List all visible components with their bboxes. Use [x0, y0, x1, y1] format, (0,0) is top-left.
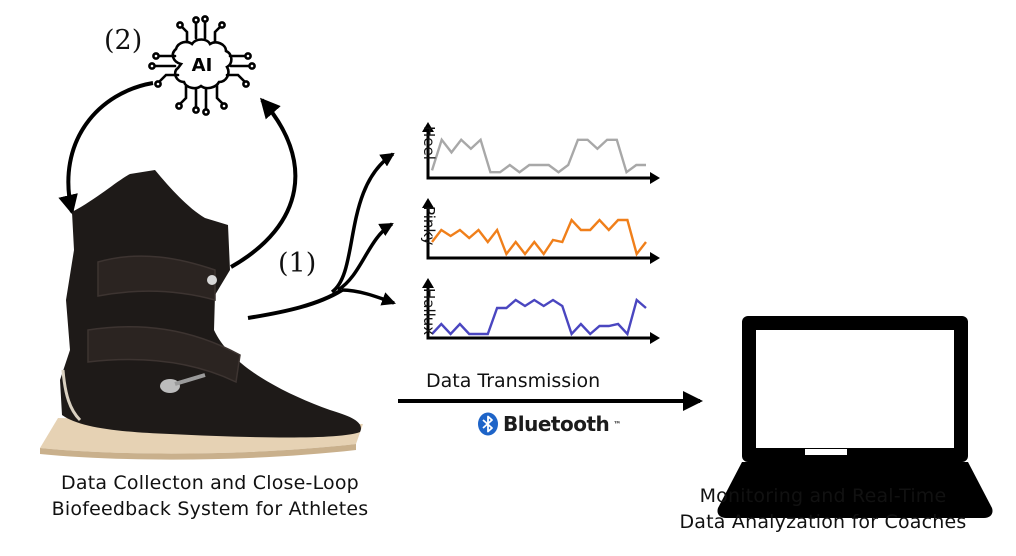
boot-caption-line2: Biofeedback System for Athletes: [51, 498, 369, 520]
heel-x-arrowhead: [650, 172, 660, 184]
chart-label-pinky: Pinky: [420, 206, 438, 246]
arrow-boot-to-ai: [230, 97, 298, 269]
pinky-signal-line: [431, 217, 647, 257]
hallux-x-arrowhead: [650, 332, 660, 344]
arrow-to-pinky-chart: [337, 222, 394, 292]
ai-chip-icon: [148, 15, 256, 116]
hallux-y-arrowhead: [422, 278, 434, 288]
pinky-x-arrowhead: [650, 252, 660, 264]
bluetooth-logo: Bluetooth ™: [477, 412, 621, 436]
boot-caption: Data Collecton and Close-Loop Biofeedbac…: [0, 470, 420, 522]
laptop-caption: Monitoring and Real-Time Data Analyzatio…: [630, 483, 1016, 535]
laptop-caption-line1: Monitoring and Real-Time: [699, 485, 947, 507]
bluetooth-wordmark: Bluetooth: [503, 412, 610, 436]
arrow-to-heel-chart: [330, 152, 395, 294]
bluetooth-icon: [478, 412, 498, 436]
heel-y-arrowhead: [422, 122, 434, 132]
sensor-charts: [422, 122, 660, 344]
step-ai-label: (2): [104, 25, 143, 56]
smart-boot-illustration: [40, 170, 363, 460]
pinky-axes: [426, 206, 654, 260]
boot-caption-line1: Data Collecton and Close-Loop: [61, 472, 359, 494]
laptop-icon: [717, 316, 993, 518]
bluetooth-trademark: ™: [613, 419, 621, 429]
hallux-axes: [426, 286, 654, 340]
transmission-label: Data Transmission: [426, 370, 601, 392]
hallux-signal-line: [431, 297, 647, 337]
arrow-branch-main: [247, 288, 344, 320]
pinky-y-arrowhead: [422, 198, 434, 208]
chart-label-heel: Heel: [420, 126, 438, 160]
step-sensing-label: (1): [278, 248, 317, 279]
heel-axes: [426, 130, 654, 180]
laptop-caption-line2: Data Analyzation for Coaches: [679, 511, 967, 533]
arrow-ai-to-boot: [58, 81, 154, 215]
chart-label-hallux: Hallux: [420, 288, 438, 336]
ai-badge-text: AI: [192, 55, 213, 76]
heel-signal-line: [430, 137, 646, 175]
arrow-to-hallux-chart: [341, 288, 396, 306]
